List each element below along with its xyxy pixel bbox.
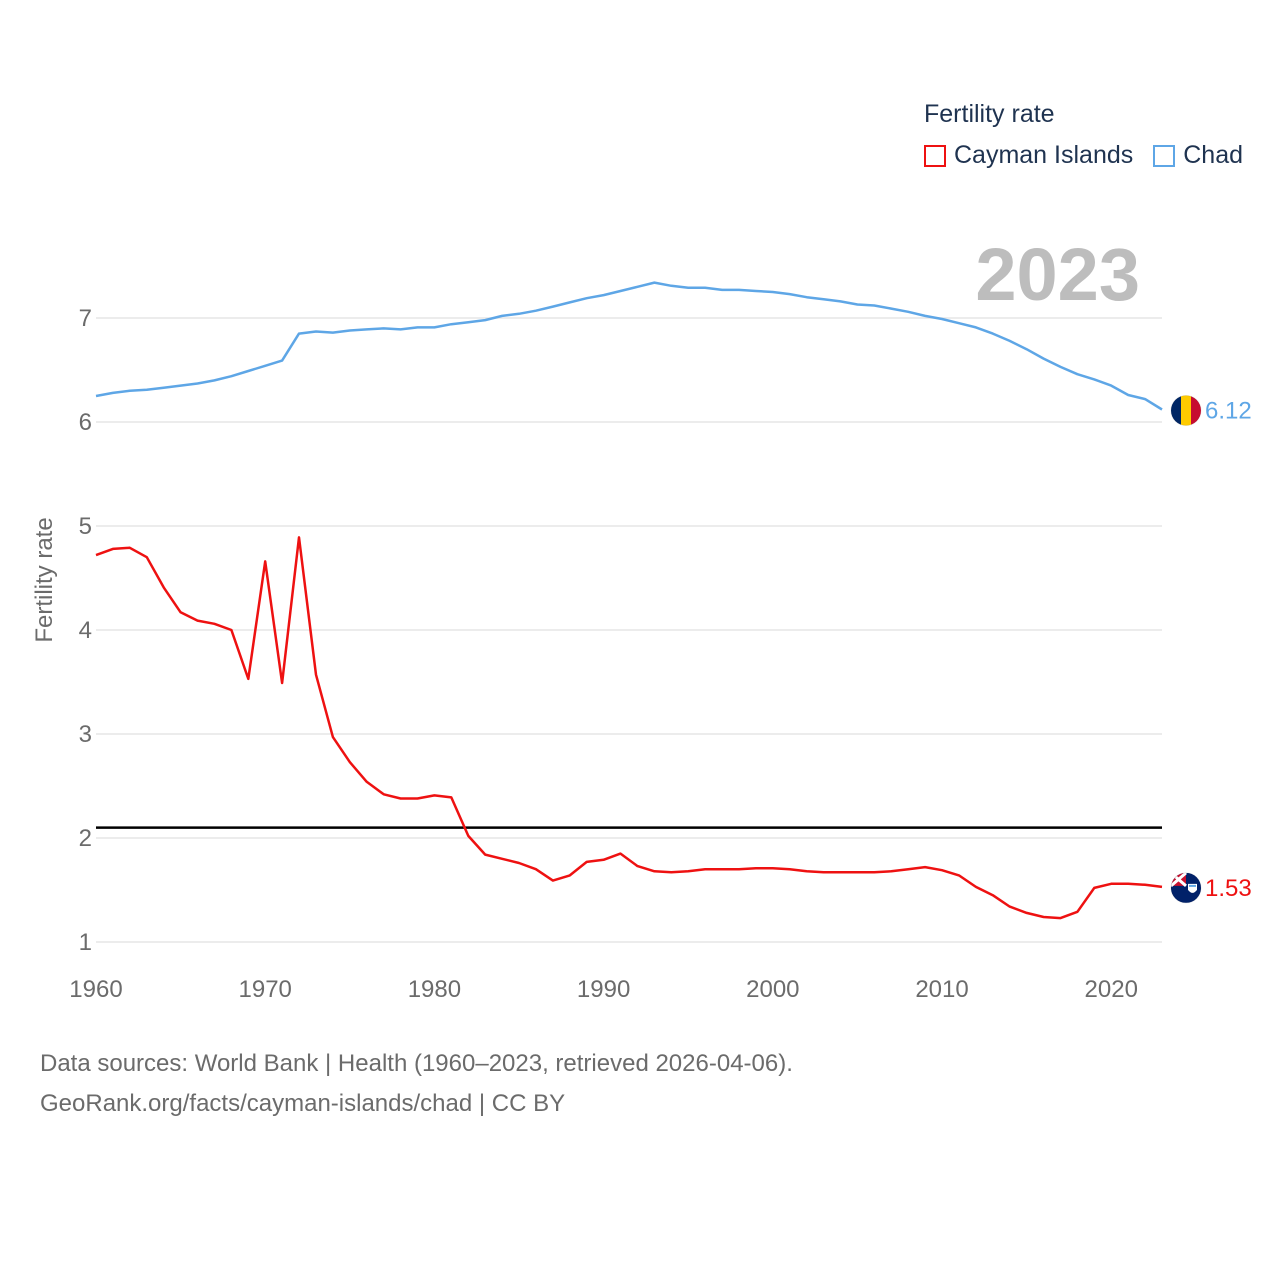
legend-swatch-cayman-islands: [924, 144, 946, 167]
legend-label-chad: Chad: [1183, 141, 1244, 169]
y-tick-label: 4: [79, 617, 92, 644]
x-tick-label: 2000: [746, 976, 799, 1003]
source-line-2[interactable]: GeoRank.org/facts/cayman-islands/chad | …: [40, 1090, 566, 1117]
series-lines: 1.53 6.12: [95, 281, 1252, 920]
x-tick-label: 1990: [577, 976, 630, 1003]
end-label-cayman-islands: 1.53: [1205, 875, 1252, 902]
y-tick-label: 7: [79, 305, 92, 332]
legend-title: Fertility rate: [924, 100, 1055, 128]
source-line-1: Data sources: World Bank | Health (1960–…: [40, 1050, 793, 1077]
legend-item-cayman-islands[interactable]: Cayman Islands: [924, 141, 1133, 170]
legend: Cayman Islands Chad: [924, 141, 1263, 170]
flag-chad-icon: [1170, 395, 1202, 427]
x-tick-label: 2010: [915, 976, 968, 1003]
legend-label-cayman-islands: Cayman Islands: [954, 141, 1134, 169]
series-line-cayman-islands: [95, 536, 1163, 920]
y-tick-label: 5: [79, 513, 92, 540]
y-tick-label: 6: [79, 409, 92, 436]
x-tick-label: 2020: [1085, 976, 1138, 1003]
x-tick-label: 1960: [69, 976, 122, 1003]
current-year-label: 2023: [975, 233, 1140, 316]
x-tick-label: 1980: [408, 976, 461, 1003]
x-axis-ticks: 1960 1970 1980 1990 2000 2010 2020: [69, 976, 1138, 1003]
y-axis-label: Fertility rate: [31, 517, 58, 642]
y-tick-label: 2: [79, 825, 92, 852]
legend-item-chad[interactable]: Chad: [1153, 141, 1243, 170]
series-line-chad: [95, 281, 1163, 411]
legend-swatch-chad: [1153, 144, 1176, 167]
source-note: Data sources: World Bank | Health (1960–…: [40, 1044, 793, 1124]
end-label-chad: 6.12: [1205, 398, 1252, 425]
x-tick-label: 1970: [239, 976, 292, 1003]
y-tick-label: 3: [79, 721, 92, 748]
flag-cayman-islands-icon: [1170, 872, 1202, 904]
y-axis-ticks: 1 2 3 4 5 6 7: [79, 305, 92, 956]
y-tick-label: 1: [79, 929, 92, 956]
